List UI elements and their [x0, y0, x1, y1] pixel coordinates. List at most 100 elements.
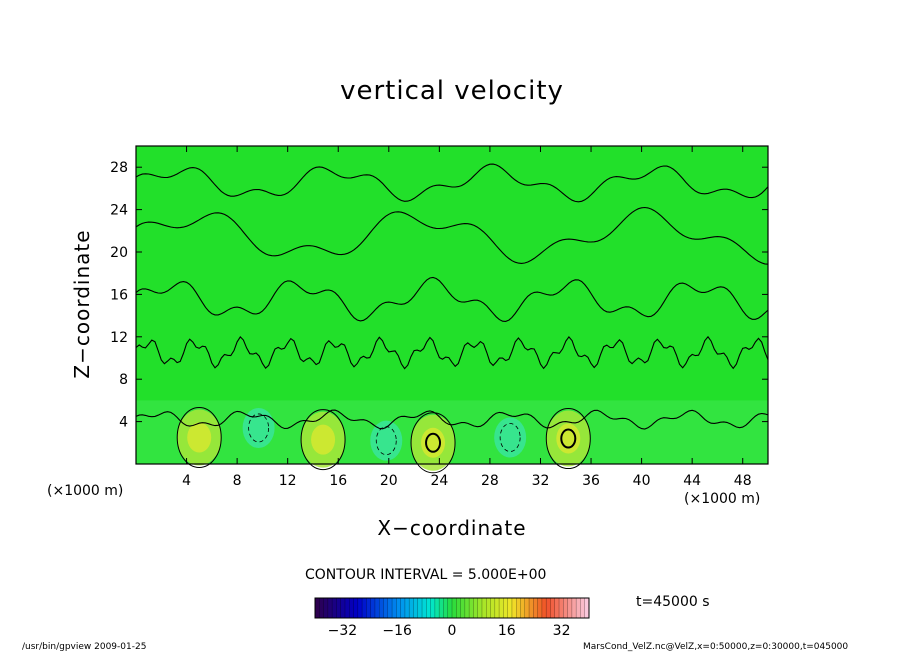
colorbar-segment-42	[494, 598, 500, 618]
x-tick-label-0: 4	[182, 473, 191, 489]
colorbar-segment-36	[469, 598, 474, 618]
colorbar-segment-35	[464, 598, 470, 618]
x-tick-label-7: 32	[532, 473, 550, 489]
colorbar-segment-4	[332, 598, 337, 618]
contour-interval-label: CONTOUR INTERVAL = 5.000E+00	[305, 567, 547, 583]
colorbar-segment-14	[374, 598, 380, 618]
downdraft-core-0	[242, 407, 275, 448]
updraft-contour-2	[410, 412, 456, 474]
x-ticks: 4 8 12 16 20 24 28 32 36 40 44 48	[182, 146, 752, 489]
x-axis-label: X−coordinate	[377, 516, 527, 540]
colorbar-frame	[314, 597, 590, 619]
colorbar-tick-label-1: −16	[382, 623, 412, 639]
downdraft-core-1	[370, 420, 403, 461]
colorbar-segment-7	[344, 598, 350, 618]
x-tick-label-5: 24	[430, 473, 448, 489]
footer-right: MarsCond_VelZ.nc@VelZ,x=0:50000,z=0:3000…	[583, 642, 849, 652]
x-tick-label-4: 20	[380, 473, 398, 489]
colorbar-segment-23	[413, 598, 419, 618]
x-tick-label-10: 44	[683, 473, 701, 489]
zero-contour-low	[135, 409, 769, 430]
zero-contour-top	[135, 163, 769, 203]
zero-contour-high	[135, 206, 769, 265]
x-tick-label-2: 12	[279, 473, 297, 489]
downdraft-core-2	[494, 417, 527, 458]
colorbar-segment-1	[319, 598, 325, 618]
x-tick-label-1: 8	[233, 473, 242, 489]
x-tick-label-9: 40	[633, 473, 651, 489]
y-axis-label: Z−coordinate	[70, 229, 94, 379]
updraft-inner-contour-3	[560, 428, 577, 449]
contour-lines	[135, 163, 769, 474]
colorbar-tick-label-2: 0	[448, 623, 457, 639]
colorbar-segment-40	[486, 598, 492, 618]
colorbar-segment-26	[426, 598, 432, 618]
y-tick-label-4: 20	[110, 245, 128, 261]
colorbar-segment-46	[511, 598, 517, 618]
colorbar-segment-20	[400, 598, 406, 618]
zero-contour-mid	[135, 335, 769, 370]
x-unit-right: (×1000 m)	[684, 491, 761, 507]
colorbar-segment-45	[507, 598, 513, 618]
y-tick-label-3: 16	[110, 287, 128, 303]
colorbar-segment-5	[336, 598, 342, 618]
colorbar-segment-60	[571, 598, 577, 618]
colorbar-segment-62	[580, 598, 586, 618]
colorbar-segment-3	[327, 598, 333, 618]
x-tick-label-8: 36	[582, 473, 600, 489]
colorbar-segment-21	[404, 598, 410, 618]
x-unit-left: (×1000 m)	[47, 483, 124, 499]
colorbar-segment-25	[422, 598, 427, 618]
colorbar-segment-39	[481, 598, 487, 618]
colorbar-segment-2	[323, 598, 329, 618]
y-tick-label-6: 28	[110, 160, 128, 176]
colorbar-segment-54	[546, 598, 551, 618]
colorbar-segment-34	[460, 598, 466, 618]
colorbar: −32 −16 0 16 32	[314, 597, 590, 639]
field-background	[136, 146, 768, 464]
updraft-center-0	[187, 422, 212, 453]
colorbar-segment-9	[353, 598, 359, 618]
y-tick-label-2: 12	[110, 330, 128, 346]
plot-frame	[135, 145, 769, 465]
colorbar-segment-61	[576, 598, 581, 618]
downdraft-contour-0	[248, 413, 270, 443]
colorbar-segment-30	[443, 598, 449, 618]
colorbar-segment-28	[434, 598, 440, 618]
chart-title: vertical velocity	[340, 76, 564, 106]
colorbar-segment-50	[529, 598, 534, 618]
colorbar-segment-63	[584, 598, 590, 618]
colorbar-tick-label-3: 16	[498, 623, 516, 639]
updraft-inner-contour-2	[425, 432, 442, 453]
updraft-center-3	[556, 423, 581, 454]
colorbar-segment-12	[366, 598, 372, 618]
updraft-contour-3	[545, 408, 591, 470]
downdraft-contour-2	[499, 423, 521, 452]
colorbar-segment-43	[499, 598, 504, 618]
updraft-center-1	[311, 424, 336, 455]
colorbar-segment-24	[417, 598, 423, 618]
colorbar-segment-55	[550, 598, 556, 618]
colorbar-segment-0	[315, 598, 320, 618]
y-tick-label-1: 8	[119, 372, 128, 388]
colorbar-segment-29	[439, 598, 444, 618]
colorbar-segment-22	[409, 598, 414, 618]
colorbar-segment-27	[430, 598, 436, 618]
colorbar-tick-label-4: 32	[553, 623, 571, 639]
x-tick-label-6: 28	[481, 473, 499, 489]
colorbar-segment-53	[541, 598, 547, 618]
updraft-center-2	[421, 427, 446, 458]
colorbar-segment-44	[503, 598, 509, 618]
colorbar-segment-38	[477, 598, 483, 618]
colorbar-segment-33	[456, 598, 462, 618]
colorbar-tick-label-0: −32	[328, 623, 358, 639]
colorbar-segment-59	[567, 598, 573, 618]
x-tick-label-3: 16	[329, 473, 347, 489]
colorbar-segment-10	[357, 598, 363, 618]
colorbar-segment-16	[383, 598, 389, 618]
colorbar-segment-11	[362, 598, 367, 618]
colorbar-segment-32	[452, 598, 457, 618]
updraft-contour-1	[300, 409, 346, 471]
colorbar-segment-52	[537, 598, 543, 618]
